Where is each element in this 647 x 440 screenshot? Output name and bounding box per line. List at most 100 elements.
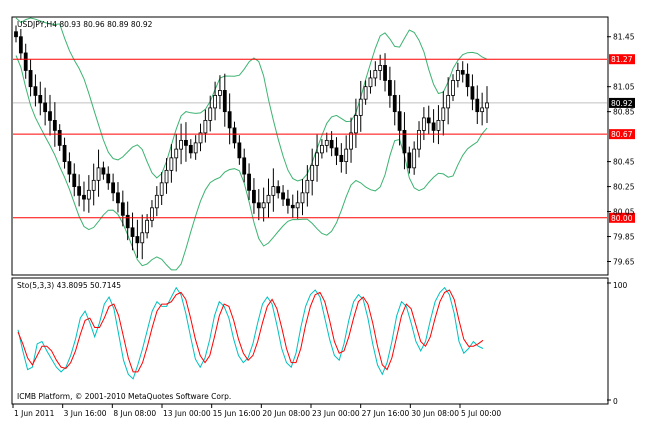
bollinger-upper [15, 17, 488, 182]
stoch-tick-0: 0 [613, 397, 618, 406]
bollinger-bands [15, 17, 488, 271]
candle-body [252, 189, 256, 204]
time-tick-label: 15 Jun 16:00 [213, 409, 261, 418]
candle-body [363, 86, 368, 100]
candle-body [286, 198, 290, 206]
candle-body [383, 65, 387, 81]
candle-body [320, 144, 324, 154]
candle-body [193, 142, 198, 154]
candle-body [101, 167, 106, 175]
candle-body [174, 148, 179, 159]
candle-body [407, 152, 412, 169]
stochastic-lines [17, 282, 611, 401]
candle-body [227, 111, 232, 129]
candle-body [300, 192, 305, 204]
candle-body [52, 120, 57, 131]
time-tick-label: 13 Jun 00:00 [163, 409, 211, 418]
candle-body [135, 236, 140, 244]
candle-body [310, 164, 315, 181]
price-panel-frame [11, 16, 609, 276]
candle-body [96, 167, 101, 181]
current-price-box [609, 97, 635, 108]
candle-body [378, 65, 383, 71]
candle-body [470, 86, 475, 100]
candle-body [349, 132, 353, 150]
candle-body [120, 202, 125, 216]
candle-body [72, 173, 77, 187]
candle-body [242, 157, 247, 175]
copyright-text: ICMB Platform, © 2001-2010 MetaQuotes So… [17, 392, 231, 401]
candle-body [188, 144, 193, 154]
candle-body [154, 194, 159, 209]
stoch-signal-line [17, 289, 484, 373]
stochastic-panel[interactable]: Sto(5,3,3) 43.8095 50.7145 ICMB Platform… [11, 277, 611, 405]
time-tick-label: 27 Jun 16:00 [362, 409, 410, 418]
price-axis: 81.45 81.05 80.85 80.45 80.25 80.05 79.85 79.65… [607, 33, 635, 267]
price-tick-label: 80.05 [613, 208, 635, 217]
level-label: 80.00 [611, 214, 633, 223]
candle-body [305, 179, 310, 194]
candle-body [387, 80, 392, 96]
level-label: 81.27 [611, 55, 633, 64]
time-tick-label: 20 Jun 08:00 [262, 409, 310, 418]
candle-body [276, 186, 281, 194]
candle-body [426, 117, 431, 124]
time-tick-label: 1 Jun 2011 [14, 409, 55, 418]
candle-body [77, 186, 82, 196]
candle-body [339, 154, 344, 163]
candle-body [208, 107, 213, 121]
candle-body [412, 148, 417, 169]
price-panel[interactable]: 81.27 80.67 80.00 USDJPY,H4 80.93 80.96 80… [11, 16, 635, 276]
price-tick-label: 81.05 [613, 83, 635, 92]
candle-body [198, 132, 203, 144]
candle-body [431, 122, 436, 131]
time-tick-label: 8 Jun 08:00 [113, 409, 156, 418]
candle-body [67, 161, 72, 175]
price-tick-label: 79.65 [613, 258, 635, 267]
candle-body [451, 80, 455, 96]
stoch-panel-frame [11, 277, 609, 405]
candle-body [436, 120, 441, 131]
candle-body [295, 202, 300, 209]
candle-body [23, 52, 28, 71]
bollinger-lower [15, 55, 488, 271]
candle-body [256, 202, 261, 209]
candlesticks [14, 25, 489, 260]
time-axis: 1 Jun 2011 3 Jun 16:00 8 Jun 08:00 13 Jun 0… [12, 404, 501, 418]
candle-body [392, 95, 397, 113]
candle-body [368, 77, 373, 88]
candle-body [218, 90, 222, 96]
candle-body [213, 95, 217, 109]
time-tick-label: 3 Jun 16:00 [64, 409, 107, 418]
candle-body [353, 115, 358, 134]
candle-body [397, 111, 402, 131]
candle-body [130, 227, 135, 237]
level-label: 80.67 [611, 130, 633, 139]
candle-body [281, 192, 285, 200]
time-tick-label: 30 Jun 08:00 [411, 409, 459, 418]
candle-body [324, 139, 329, 146]
candle-body [417, 129, 421, 150]
level-label-box [609, 212, 635, 223]
candle-body [145, 219, 150, 234]
current-price-label: 80.92 [611, 99, 633, 108]
candle-body [111, 182, 116, 194]
candle-body [38, 95, 43, 104]
time-tick-label: 5 Jul 00:00 [461, 409, 501, 418]
stoch-tick-100: 100 [613, 281, 628, 290]
candle-body [460, 70, 465, 75]
candle-body [329, 139, 334, 149]
candle-body [373, 70, 378, 79]
candle-body [475, 98, 480, 113]
candle-body [86, 189, 91, 200]
price-tick-label: 81.45 [613, 33, 635, 42]
candle-body [222, 90, 227, 113]
candle-body [33, 86, 38, 96]
candle-body [344, 148, 349, 163]
horizontal-levels[interactable]: 81.27 80.67 80.00 [13, 54, 635, 223]
candle-body [57, 129, 62, 146]
candle-body [261, 202, 266, 209]
candle-body [164, 169, 169, 184]
candle-body [358, 98, 363, 116]
